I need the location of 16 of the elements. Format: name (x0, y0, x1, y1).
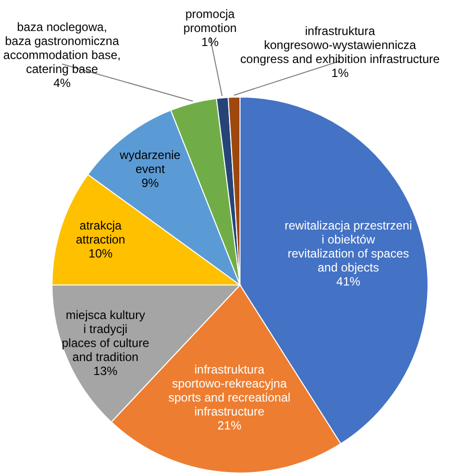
slice-label: wydarzenie event (118, 148, 181, 176)
slice-label: rewitalizacja przestrzeni i obiektów revitalization of spaces and objects (284, 218, 412, 275)
slice-label: miejsca kultury i tradycji places of culture and tradition (62, 308, 150, 364)
slice-label: baza noclegowa, baza gastronomiczna accommodation base, catering base (3, 20, 121, 76)
data-label: 41% (336, 274, 361, 289)
slice-label: atrakcja attraction (76, 218, 126, 247)
slice-label: infrastruktura kongresowo-wystawiennicza congress and exhibition infrastructure (240, 24, 440, 66)
slice-label: promocja promotion (183, 7, 237, 35)
slice-label: infrastruktura sportowo-rekreacyjna sports and recreational infrastructure (168, 362, 290, 418)
data-label: 1% (201, 35, 219, 49)
data-label: 21% (217, 418, 242, 432)
data-label: 4% (53, 76, 71, 90)
data-label: 9% (141, 176, 160, 190)
data-label: 13% (93, 364, 118, 378)
data-label: 10% (88, 246, 113, 261)
data-label: 1% (331, 66, 349, 80)
